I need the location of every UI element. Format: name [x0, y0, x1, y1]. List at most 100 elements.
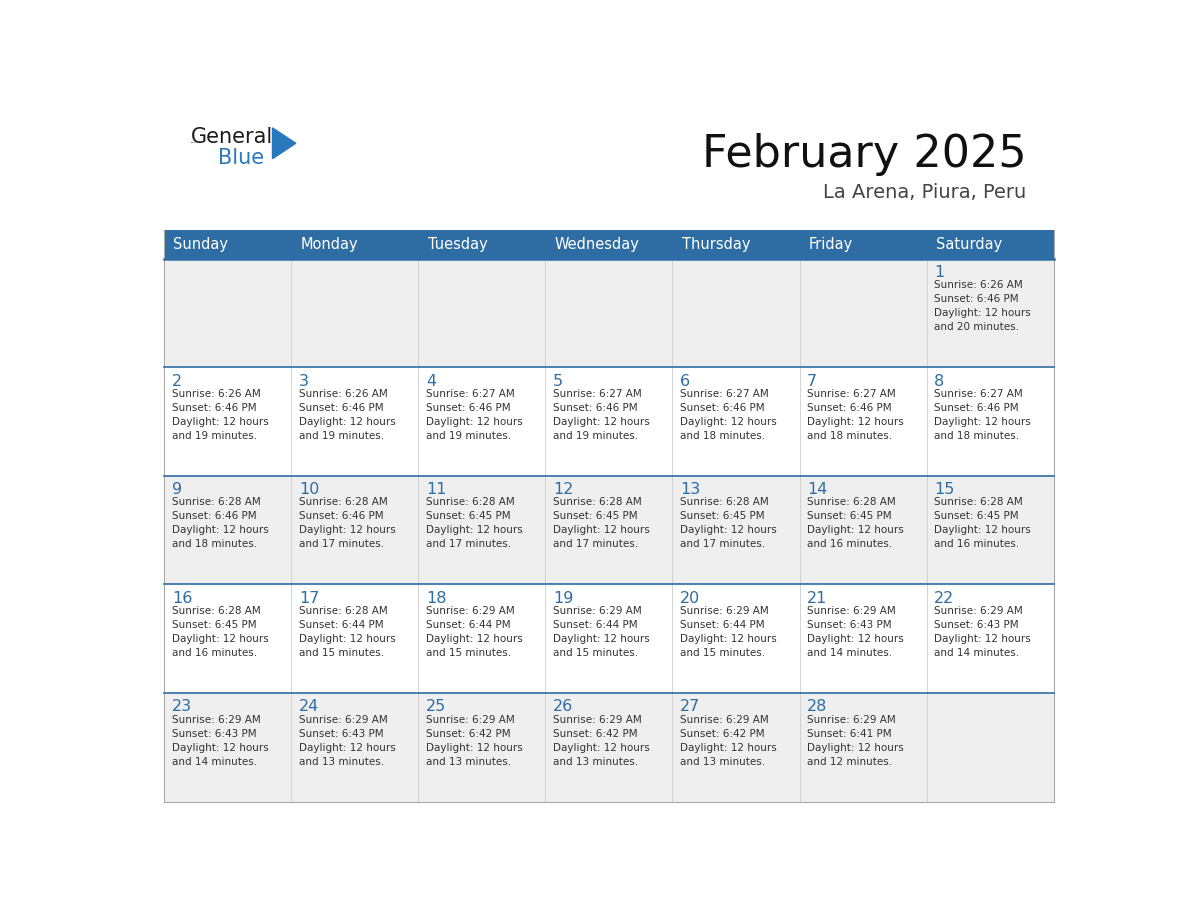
Bar: [418, 259, 545, 367]
Bar: [927, 259, 1054, 367]
Text: Sunrise: 6:26 AM
Sunset: 6:46 PM
Daylight: 12 hours
and 20 minutes.: Sunrise: 6:26 AM Sunset: 6:46 PM Dayligh…: [934, 280, 1031, 332]
Polygon shape: [272, 128, 296, 159]
Bar: [545, 230, 672, 259]
Text: Sunrise: 6:27 AM
Sunset: 6:46 PM
Daylight: 12 hours
and 18 minutes.: Sunrise: 6:27 AM Sunset: 6:46 PM Dayligh…: [681, 389, 777, 441]
Bar: [672, 230, 800, 259]
Bar: [800, 585, 927, 693]
Text: Friday: Friday: [809, 237, 853, 252]
Bar: [800, 230, 927, 259]
Bar: [164, 259, 291, 367]
Text: Sunrise: 6:28 AM
Sunset: 6:45 PM
Daylight: 12 hours
and 16 minutes.: Sunrise: 6:28 AM Sunset: 6:45 PM Dayligh…: [808, 498, 904, 550]
Text: 16: 16: [172, 590, 192, 606]
Bar: [800, 259, 927, 367]
Bar: [927, 367, 1054, 476]
Bar: [672, 367, 800, 476]
Text: 12: 12: [554, 482, 574, 497]
Text: 4: 4: [426, 374, 436, 388]
Text: 23: 23: [172, 700, 192, 714]
Bar: [164, 693, 291, 801]
Text: Sunrise: 6:29 AM
Sunset: 6:43 PM
Daylight: 12 hours
and 14 minutes.: Sunrise: 6:29 AM Sunset: 6:43 PM Dayligh…: [934, 606, 1031, 658]
Text: February 2025: February 2025: [702, 133, 1026, 176]
Text: 8: 8: [934, 374, 944, 388]
Text: Sunrise: 6:26 AM
Sunset: 6:46 PM
Daylight: 12 hours
and 19 minutes.: Sunrise: 6:26 AM Sunset: 6:46 PM Dayligh…: [172, 389, 268, 441]
Text: Sunrise: 6:27 AM
Sunset: 6:46 PM
Daylight: 12 hours
and 18 minutes.: Sunrise: 6:27 AM Sunset: 6:46 PM Dayligh…: [934, 389, 1031, 441]
Text: Sunrise: 6:29 AM
Sunset: 6:42 PM
Daylight: 12 hours
and 13 minutes.: Sunrise: 6:29 AM Sunset: 6:42 PM Dayligh…: [554, 714, 650, 767]
Bar: [291, 693, 418, 801]
Text: Wednesday: Wednesday: [555, 237, 639, 252]
Text: Sunrise: 6:29 AM
Sunset: 6:42 PM
Daylight: 12 hours
and 13 minutes.: Sunrise: 6:29 AM Sunset: 6:42 PM Dayligh…: [681, 714, 777, 767]
Bar: [291, 259, 418, 367]
Text: 13: 13: [681, 482, 701, 497]
Text: Sunrise: 6:29 AM
Sunset: 6:41 PM
Daylight: 12 hours
and 12 minutes.: Sunrise: 6:29 AM Sunset: 6:41 PM Dayligh…: [808, 714, 904, 767]
Bar: [545, 585, 672, 693]
Text: Sunrise: 6:28 AM
Sunset: 6:45 PM
Daylight: 12 hours
and 17 minutes.: Sunrise: 6:28 AM Sunset: 6:45 PM Dayligh…: [426, 498, 523, 550]
Text: Sunrise: 6:29 AM
Sunset: 6:44 PM
Daylight: 12 hours
and 15 minutes.: Sunrise: 6:29 AM Sunset: 6:44 PM Dayligh…: [681, 606, 777, 658]
Text: Thursday: Thursday: [682, 237, 750, 252]
Bar: [291, 367, 418, 476]
Text: Sunrise: 6:28 AM
Sunset: 6:46 PM
Daylight: 12 hours
and 18 minutes.: Sunrise: 6:28 AM Sunset: 6:46 PM Dayligh…: [172, 498, 268, 550]
Text: 20: 20: [681, 590, 701, 606]
Bar: [927, 585, 1054, 693]
Text: Sunrise: 6:26 AM
Sunset: 6:46 PM
Daylight: 12 hours
and 19 minutes.: Sunrise: 6:26 AM Sunset: 6:46 PM Dayligh…: [299, 389, 396, 441]
Text: Sunrise: 6:28 AM
Sunset: 6:45 PM
Daylight: 12 hours
and 17 minutes.: Sunrise: 6:28 AM Sunset: 6:45 PM Dayligh…: [681, 498, 777, 550]
Bar: [164, 585, 291, 693]
Text: Sunday: Sunday: [173, 237, 228, 252]
Bar: [545, 259, 672, 367]
Bar: [927, 693, 1054, 801]
Bar: [672, 585, 800, 693]
Text: 3: 3: [299, 374, 309, 388]
Text: Sunrise: 6:27 AM
Sunset: 6:46 PM
Daylight: 12 hours
and 18 minutes.: Sunrise: 6:27 AM Sunset: 6:46 PM Dayligh…: [808, 389, 904, 441]
Bar: [291, 585, 418, 693]
Text: Sunrise: 6:29 AM
Sunset: 6:43 PM
Daylight: 12 hours
and 14 minutes.: Sunrise: 6:29 AM Sunset: 6:43 PM Dayligh…: [172, 714, 268, 767]
Text: Saturday: Saturday: [936, 237, 1003, 252]
Text: 6: 6: [681, 374, 690, 388]
Bar: [800, 476, 927, 585]
Text: 24: 24: [299, 700, 320, 714]
Bar: [672, 259, 800, 367]
Text: Monday: Monday: [301, 237, 358, 252]
Text: Sunrise: 6:28 AM
Sunset: 6:45 PM
Daylight: 12 hours
and 16 minutes.: Sunrise: 6:28 AM Sunset: 6:45 PM Dayligh…: [934, 498, 1031, 550]
Bar: [418, 585, 545, 693]
Bar: [418, 230, 545, 259]
Bar: [927, 476, 1054, 585]
Text: 11: 11: [426, 482, 447, 497]
Text: Sunrise: 6:29 AM
Sunset: 6:43 PM
Daylight: 12 hours
and 13 minutes.: Sunrise: 6:29 AM Sunset: 6:43 PM Dayligh…: [299, 714, 396, 767]
Text: 26: 26: [554, 700, 574, 714]
Text: 28: 28: [808, 700, 828, 714]
Text: 7: 7: [808, 374, 817, 388]
Text: 27: 27: [681, 700, 701, 714]
Text: 19: 19: [554, 590, 574, 606]
Text: #1a1a1a: #1a1a1a: [191, 142, 197, 143]
Bar: [545, 693, 672, 801]
Bar: [291, 230, 418, 259]
Bar: [418, 693, 545, 801]
Text: La Arena, Piura, Peru: La Arena, Piura, Peru: [823, 184, 1026, 202]
Text: Sunrise: 6:29 AM
Sunset: 6:44 PM
Daylight: 12 hours
and 15 minutes.: Sunrise: 6:29 AM Sunset: 6:44 PM Dayligh…: [426, 606, 523, 658]
Text: 21: 21: [808, 590, 828, 606]
Bar: [800, 693, 927, 801]
Text: 5: 5: [554, 374, 563, 388]
Text: Tuesday: Tuesday: [428, 237, 487, 252]
Text: 10: 10: [299, 482, 320, 497]
Text: 22: 22: [934, 590, 955, 606]
Bar: [291, 476, 418, 585]
Text: 14: 14: [808, 482, 828, 497]
Bar: [164, 367, 291, 476]
Text: Sunrise: 6:29 AM
Sunset: 6:44 PM
Daylight: 12 hours
and 15 minutes.: Sunrise: 6:29 AM Sunset: 6:44 PM Dayligh…: [554, 606, 650, 658]
Text: Sunrise: 6:29 AM
Sunset: 6:43 PM
Daylight: 12 hours
and 14 minutes.: Sunrise: 6:29 AM Sunset: 6:43 PM Dayligh…: [808, 606, 904, 658]
Text: Sunrise: 6:28 AM
Sunset: 6:45 PM
Daylight: 12 hours
and 17 minutes.: Sunrise: 6:28 AM Sunset: 6:45 PM Dayligh…: [554, 498, 650, 550]
Bar: [800, 367, 927, 476]
Text: 15: 15: [934, 482, 955, 497]
Bar: [418, 367, 545, 476]
Bar: [927, 230, 1054, 259]
Text: Sunrise: 6:28 AM
Sunset: 6:45 PM
Daylight: 12 hours
and 16 minutes.: Sunrise: 6:28 AM Sunset: 6:45 PM Dayligh…: [172, 606, 268, 658]
Bar: [545, 367, 672, 476]
Text: 1: 1: [934, 265, 944, 280]
Bar: [164, 476, 291, 585]
Text: 18: 18: [426, 590, 447, 606]
Text: Blue: Blue: [219, 148, 265, 168]
Text: Sunrise: 6:28 AM
Sunset: 6:44 PM
Daylight: 12 hours
and 15 minutes.: Sunrise: 6:28 AM Sunset: 6:44 PM Dayligh…: [299, 606, 396, 658]
Bar: [164, 230, 291, 259]
Text: 9: 9: [172, 482, 182, 497]
Bar: [672, 476, 800, 585]
